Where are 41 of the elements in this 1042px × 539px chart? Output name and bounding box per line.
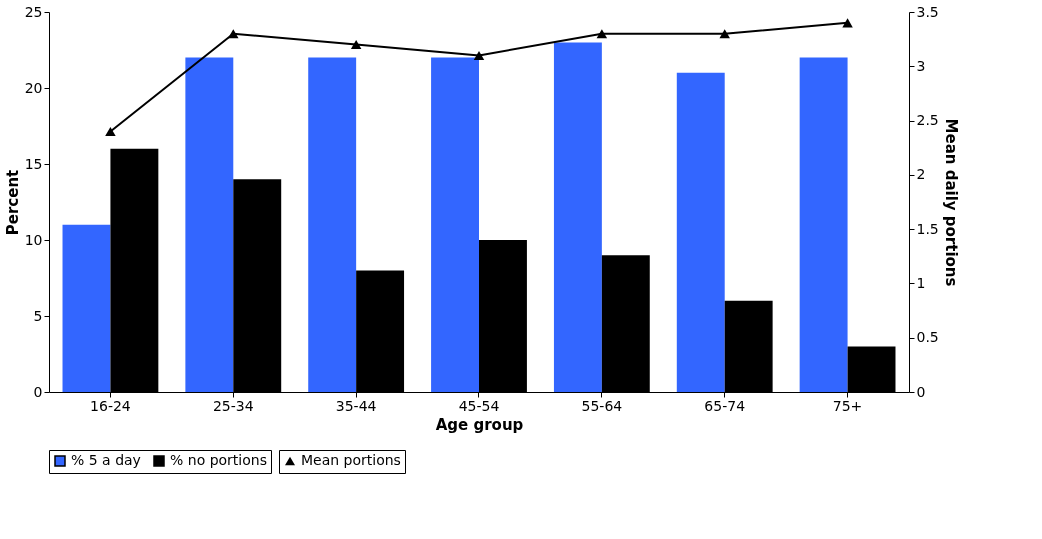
x-tick-label: 55-64 (581, 397, 623, 414)
y2-tick-label: 0.5 (916, 329, 939, 346)
y2-tick-label: 2 (916, 166, 926, 183)
point (719, 29, 730, 39)
x-tick-label: 65-74 (704, 397, 746, 414)
y2-tick-label: 3.5 (916, 3, 939, 20)
bar (553, 42, 602, 392)
bar (431, 57, 479, 392)
y-tick-label: 10 (24, 231, 43, 248)
point (842, 18, 853, 28)
point (105, 126, 116, 136)
bar (308, 57, 357, 392)
legend-label: % no portions (170, 452, 267, 468)
legend-label: % 5 a day (71, 452, 141, 468)
legend-label: Mean portions (301, 452, 401, 468)
x-tick-label: 25-34 (212, 397, 254, 414)
point (596, 29, 608, 39)
point (228, 29, 239, 39)
y-tick-label: 15 (24, 155, 43, 172)
y2-tick-label: 0 (916, 383, 926, 400)
x-tick-label: 16-24 (90, 397, 131, 414)
x-axis-title: Age group (435, 415, 524, 434)
point (473, 50, 485, 60)
x-tick-label: 35-44 (335, 397, 377, 414)
bar (676, 72, 725, 392)
y2-axis-title: Mean daily portions (941, 118, 960, 287)
x-tick-label: 75+ (832, 397, 863, 414)
bar (799, 57, 848, 392)
y-tick-label: 0 (33, 383, 43, 400)
point (350, 40, 362, 50)
y-axis-title: Percent (3, 169, 22, 236)
y-tick-label: 25 (24, 3, 43, 20)
y-tick-label: 5 (33, 307, 43, 324)
y2-tick-label: 1 (916, 274, 926, 291)
x-tick-label: 45-54 (458, 397, 500, 414)
bar (185, 57, 234, 392)
y2-tick-label: 2.5 (916, 112, 939, 129)
y2-tick-label: 1.5 (916, 220, 939, 237)
y2-tick-label: 3 (916, 57, 926, 74)
bar (62, 224, 111, 392)
y-tick-label: 20 (24, 79, 43, 96)
